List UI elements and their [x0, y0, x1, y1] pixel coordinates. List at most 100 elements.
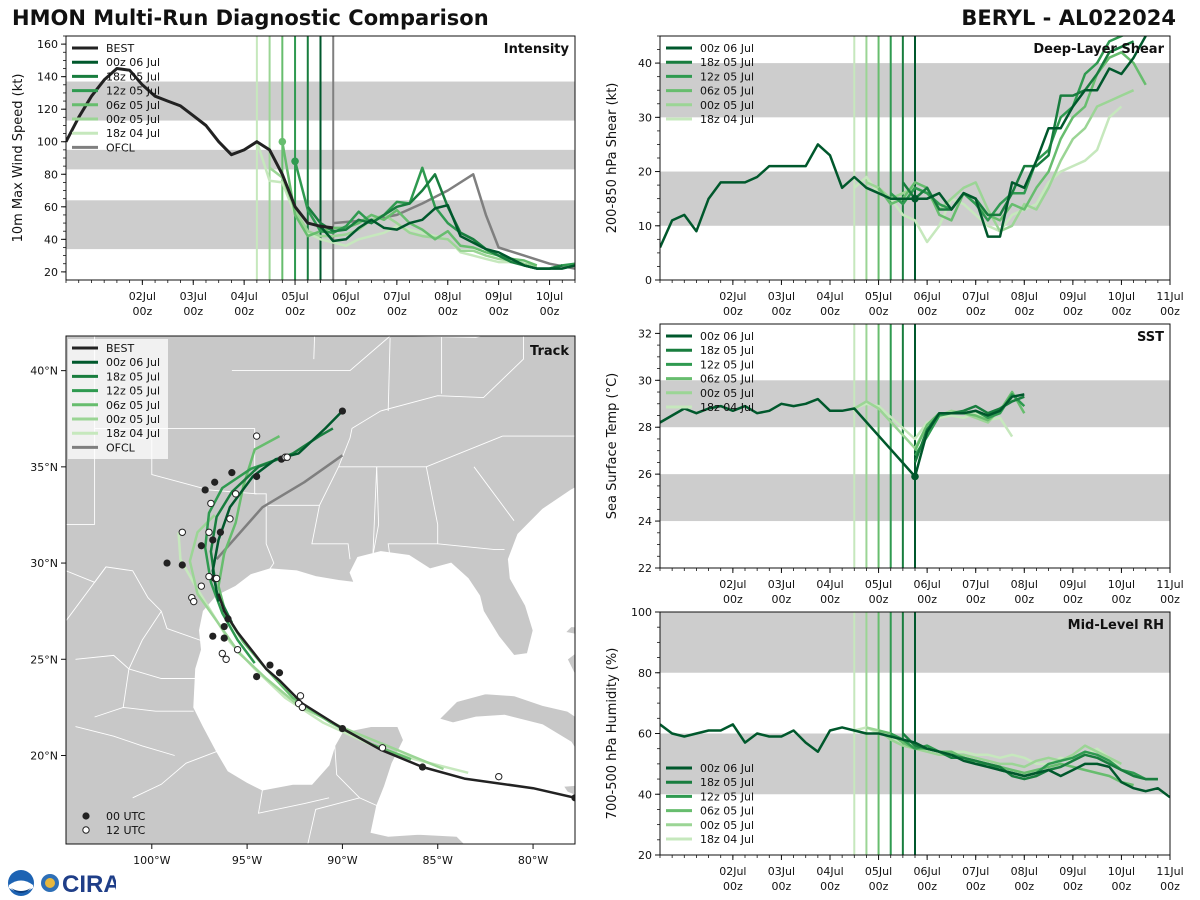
track-marker-12utc [222, 655, 230, 663]
track-marker-12utc [226, 515, 234, 523]
intensity-init-marker-0 [278, 137, 287, 146]
shear-ytick-label: 20 [638, 166, 652, 179]
shear-xtick-sublabel: 00z [1160, 305, 1180, 318]
shear-xtick-sublabel: 00z [1063, 305, 1083, 318]
sst-xtick-label: 08Jul [1011, 578, 1038, 591]
track-border [349, 336, 524, 439]
track-border [128, 668, 196, 679]
shear-xtick-label: 10Jul [1108, 290, 1135, 303]
sst-ytick-label: 32 [638, 327, 652, 340]
intensity-legend-label: 00z 06 Jul [106, 56, 160, 69]
track-marker-legend-label: 12 UTC [106, 824, 146, 837]
shear-xtick-label: 02Jul [719, 290, 746, 303]
sst-xtick-label: 07Jul [962, 578, 989, 591]
shear-xtick-label: 11Jul [1156, 290, 1183, 303]
intensity-ytick-label: 100 [37, 136, 58, 149]
track-land-4 [566, 652, 575, 676]
shear-legend-label: 00z 06 Jul [700, 42, 754, 55]
rh-legend-label: 18z 04 Jul [700, 833, 754, 846]
track-marker-12utc [207, 499, 215, 508]
track-border [66, 566, 206, 643]
track-ytick-label: 20°N [30, 749, 58, 762]
track-marker-12utc [231, 490, 240, 498]
sst-xtick-sublabel: 00z [1063, 593, 1083, 606]
intensity-legend-label: 18z 04 Jul [106, 127, 160, 140]
track-legend-label: 18z 05 Jul [106, 370, 160, 383]
shear-ytick-label: 10 [638, 220, 652, 233]
sst-xtick-sublabel: 00z [966, 593, 986, 606]
track-legend-label: BEST [106, 342, 134, 355]
shear-xtick-sublabel: 00z [723, 305, 743, 318]
sst-xtick-label: 11Jul [1156, 578, 1183, 591]
intensity-ytick-label: 20 [44, 266, 58, 279]
track-marker-legend-label: 00 UTC [106, 810, 146, 823]
track-marker-00utc [220, 634, 228, 642]
intensity-legend-label: BEST [106, 42, 134, 55]
intensity-ytick-label: 120 [37, 103, 58, 116]
intensity-ytick-label: 40 [44, 233, 58, 246]
track-marker-12utc [252, 432, 261, 440]
shear-ytick-label: 0 [645, 274, 652, 287]
shear-legend-label: 18z 04 Jul [700, 113, 754, 126]
track-marker-00utc [224, 615, 232, 623]
shear-xtick-sublabel: 00z [869, 305, 889, 318]
track-frame [65, 335, 576, 845]
track-marker-legend-12utc [82, 826, 90, 834]
track-marker-00utc [220, 622, 228, 631]
track-border [372, 466, 378, 556]
rh-xtick-label: 03Jul [768, 865, 795, 878]
rh-ylabel: 700-500 hPa Humidity (%) [605, 648, 620, 820]
shear-init-marker-0 [911, 194, 919, 203]
track-marker-00utc [253, 672, 261, 681]
rh-xtick-label: 11Jul [1156, 865, 1183, 878]
track-marker-12utc [298, 703, 307, 712]
intensity-ytick-label: 60 [44, 201, 58, 214]
intensity-xtick-label: 10Jul [536, 290, 563, 303]
sst-legend-label: 00z 05 Jul [700, 387, 754, 400]
track-marker-00utc [266, 661, 274, 669]
storm-id-title: BERYL - AL022024 [961, 6, 1176, 30]
shear-xtick-sublabel: 00z [917, 305, 937, 318]
rh-xtick-sublabel: 00z [772, 880, 792, 893]
sst-legend-label: 18z 05 Jul [700, 344, 754, 357]
intensity-xtick-sublabel: 00z [234, 305, 254, 318]
track-xtick-label: 90°W [327, 854, 357, 867]
shear-xtick-sublabel: 00z [772, 305, 792, 318]
rh-series-run_06z05 [878, 729, 1134, 787]
rh-xtick-sublabel: 00z [1160, 880, 1180, 893]
logo-area: CIRA [6, 868, 116, 898]
sst-xtick-label: 10Jul [1108, 578, 1135, 591]
track-marker-legend-00utc [82, 812, 90, 820]
sst-ytick-label: 28 [638, 421, 652, 434]
shear-xtick-label: 03Jul [768, 290, 795, 303]
track-marker-00utc [228, 469, 236, 477]
track-title: Track [530, 344, 569, 359]
shear-ytick-label: 40 [638, 57, 652, 70]
track-xtick-label: 100°W [133, 854, 170, 867]
rh-xtick-label: 08Jul [1011, 865, 1038, 878]
panel-intensity: 20 40 60 80 100 120 140 160 02Jul 00z 03Jul 00z 04Ju… [11, 35, 576, 318]
track-border [75, 654, 130, 670]
rh-ytick-label: 20 [638, 849, 652, 862]
sst-ylabel: Sea Surface Temp (°C) [605, 373, 620, 520]
track-marker-12utc [178, 528, 186, 536]
sst-legend-label: 06z 05 Jul [700, 373, 754, 386]
intensity-xtick-label: 09Jul [485, 290, 512, 303]
rh-xtick-label: 06Jul [914, 865, 941, 878]
panel-sst: 22 24 26 28 30 32 02Jul 00z 03Jul 00z 04Jul 00z 05Ju… [605, 323, 1184, 606]
intensity-xtick-sublabel: 00z [438, 305, 458, 318]
track-marker-00utc [163, 559, 171, 567]
rh-xtick-sublabel: 00z [869, 880, 889, 893]
intensity-legend-label: OFCL [106, 141, 136, 154]
track-marker-12utc [205, 528, 213, 536]
track-marker-00utc [209, 536, 217, 544]
intensity-legend-label: 12z 05 Jul [106, 85, 160, 98]
track-marker-00utc [275, 669, 284, 677]
shear-ylabel: 200-850 hPa Shear (kt) [605, 83, 620, 234]
rh-series-run_00z06 [660, 723, 1170, 799]
intensity-xtick-sublabel: 00z [540, 305, 560, 318]
sst-xtick-sublabel: 00z [1014, 593, 1034, 606]
track-border [313, 336, 316, 360]
